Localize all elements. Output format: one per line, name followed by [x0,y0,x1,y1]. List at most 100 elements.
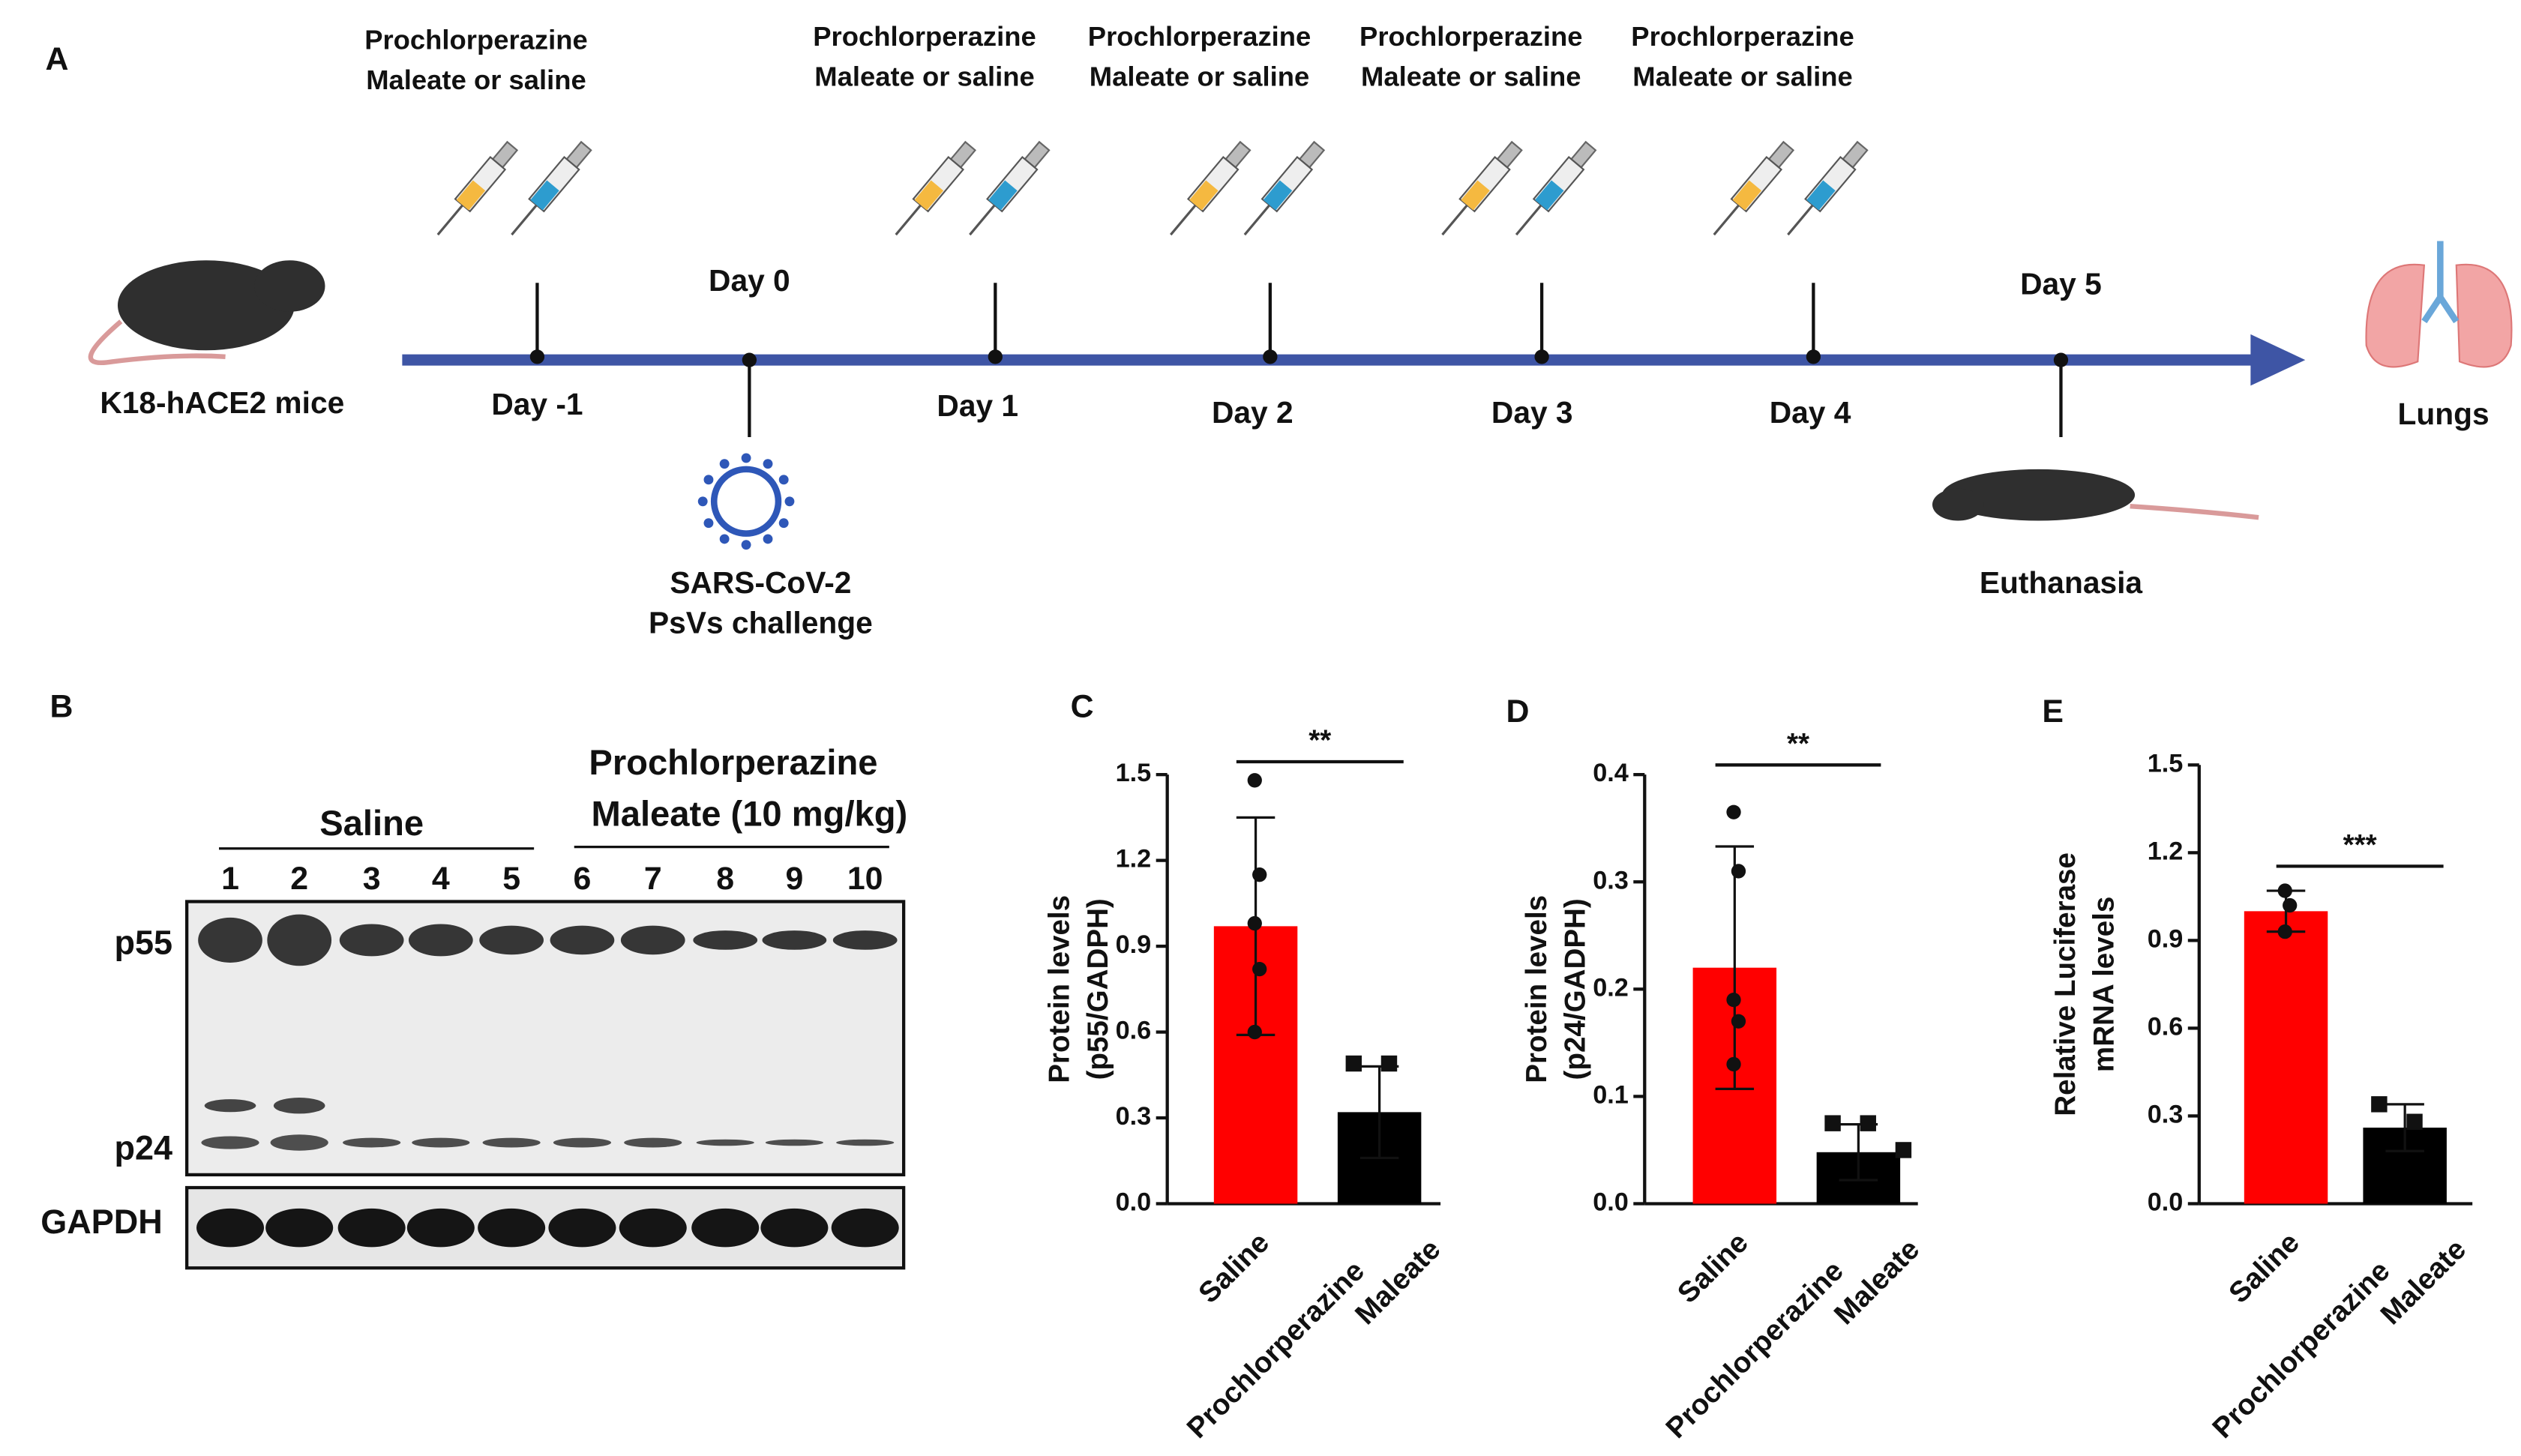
challenge-label: SARS-CoV-2 [670,565,851,600]
band-gapdh [196,1208,265,1248]
data-point [1247,1024,1262,1040]
band-p24 [624,1137,682,1148]
syringe [1170,140,1252,236]
y-tick-label: 0.0 [2148,1188,2184,1217]
data-point [1860,1115,1876,1131]
day-label: Day -1 [491,387,583,421]
band-p55 [550,925,615,955]
y-tick-label: 0.3 [2148,1101,2184,1129]
injection-label: Maleate or saline [1090,61,1310,92]
band-p24 [553,1137,612,1148]
lane-label: 5 [502,861,520,897]
syringe-needle [436,204,464,236]
syringe [1713,140,1795,236]
y-tick-label: 0.3 [1116,1102,1152,1131]
timeline-dot [2053,352,2069,367]
significance-label: *** [2343,829,2377,861]
y-tick-label: 0.0 [1116,1188,1152,1217]
data-point [1247,773,1262,788]
data-point [1380,1055,1398,1072]
day-label: Day 2 [1212,395,1293,430]
day-label: Day 1 [937,388,1018,423]
panel-label: B [49,689,73,725]
group-label: Maleate (10 mg/kg) [591,793,907,833]
syringe [1787,140,1869,236]
data-point [1726,1056,1741,1072]
band-p24 [412,1137,470,1148]
data-point [2277,883,2292,898]
y-tick-label: 0.9 [1116,930,1152,959]
band-label: p55 [115,923,173,961]
significance-label: ** [1308,724,1331,756]
band-p24 [836,1139,895,1146]
band [273,1098,325,1114]
band-label: p24 [115,1129,173,1167]
euthanasia-label: Euthanasia [1980,565,2143,600]
timeline-dot [1534,349,1549,364]
data-point [1895,1142,1912,1158]
y-tick-label: 1.5 [1116,759,1152,787]
data-point [2283,897,2298,913]
virus-spike [778,475,789,485]
lane-label: 1 [221,861,239,897]
lung-right [2455,263,2513,368]
trachea [2421,241,2460,324]
band-p55 [479,925,544,955]
panel-label: A [46,41,69,77]
mouse-head [1932,488,1984,521]
syringe-needle [1787,204,1814,236]
syringe-liquid [1263,180,1293,211]
day-label: Day 0 [709,263,790,298]
group-label: Saline [319,803,424,843]
injection-label: Prochlorperazine [1088,21,1311,52]
data-point [1252,867,1267,882]
lane-label: 10 [847,861,883,897]
data-point [1824,1115,1841,1131]
band-p24 [270,1134,328,1151]
syringe [895,140,977,236]
band-gapdh [548,1208,616,1248]
band-gapdh [478,1208,546,1248]
band-p55 [267,914,332,966]
y-tick-label: 0.4 [1593,759,1629,787]
group-label: Prochlorperazine [589,742,877,782]
timeline-arrowhead [2250,334,2306,386]
y-axis-label: (p55/GADPH) [1082,898,1114,1080]
virus-spike [703,518,714,529]
day-label: Day 5 [2020,266,2102,301]
band-p55 [832,930,898,950]
syringe [1243,140,1326,236]
band-p55 [198,917,262,963]
y-tick-label: 0.2 [1593,973,1629,1002]
band-gapdh [265,1208,334,1248]
band-p24 [201,1136,259,1149]
band-gapdh [406,1208,475,1248]
virus [710,466,782,537]
syringe-liquid [1534,180,1564,211]
lane-label: 2 [290,861,308,897]
mouse-body [117,260,295,351]
injection-label: Prochlorperazine [364,24,588,55]
band-gapdh [337,1208,406,1248]
band-p55 [339,924,404,957]
injection-label: Maleate or saline [1632,61,1853,92]
syringe-liquid [456,180,486,211]
syringe-needle [511,204,538,236]
panel-label: D [1506,694,1529,729]
timeline-dot [988,349,1003,364]
data-point [2277,924,2292,939]
syringe [969,140,1051,236]
band-p24 [765,1139,823,1146]
syringe-liquid [530,180,559,211]
syringe-needle [1243,204,1271,236]
y-tick-label: 0.6 [1116,1017,1152,1045]
data-point [2406,1113,2423,1130]
virus-spike [697,496,708,507]
injection-label: Prochlorperazine [1359,21,1583,52]
band-p24 [343,1137,401,1148]
syringe-needle [969,204,996,236]
organ-label: Lungs [2398,397,2490,431]
band-p24 [482,1137,541,1148]
band-p55 [620,925,685,955]
